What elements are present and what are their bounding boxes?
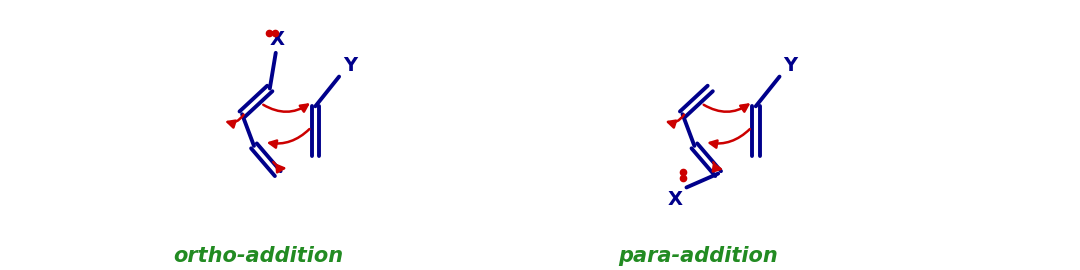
FancyArrowPatch shape <box>704 104 748 112</box>
FancyArrowPatch shape <box>669 114 684 127</box>
FancyArrowPatch shape <box>713 162 720 171</box>
Text: para-addition: para-addition <box>619 246 779 266</box>
FancyArrowPatch shape <box>273 162 284 172</box>
FancyArrowPatch shape <box>269 129 310 148</box>
Text: Y: Y <box>343 56 357 75</box>
Text: Y: Y <box>783 56 798 75</box>
Text: X: X <box>269 30 284 49</box>
Text: ortho-addition: ortho-addition <box>173 246 343 266</box>
Text: X: X <box>667 190 683 210</box>
FancyArrowPatch shape <box>228 114 244 127</box>
FancyArrowPatch shape <box>710 129 750 148</box>
FancyArrowPatch shape <box>264 104 308 112</box>
